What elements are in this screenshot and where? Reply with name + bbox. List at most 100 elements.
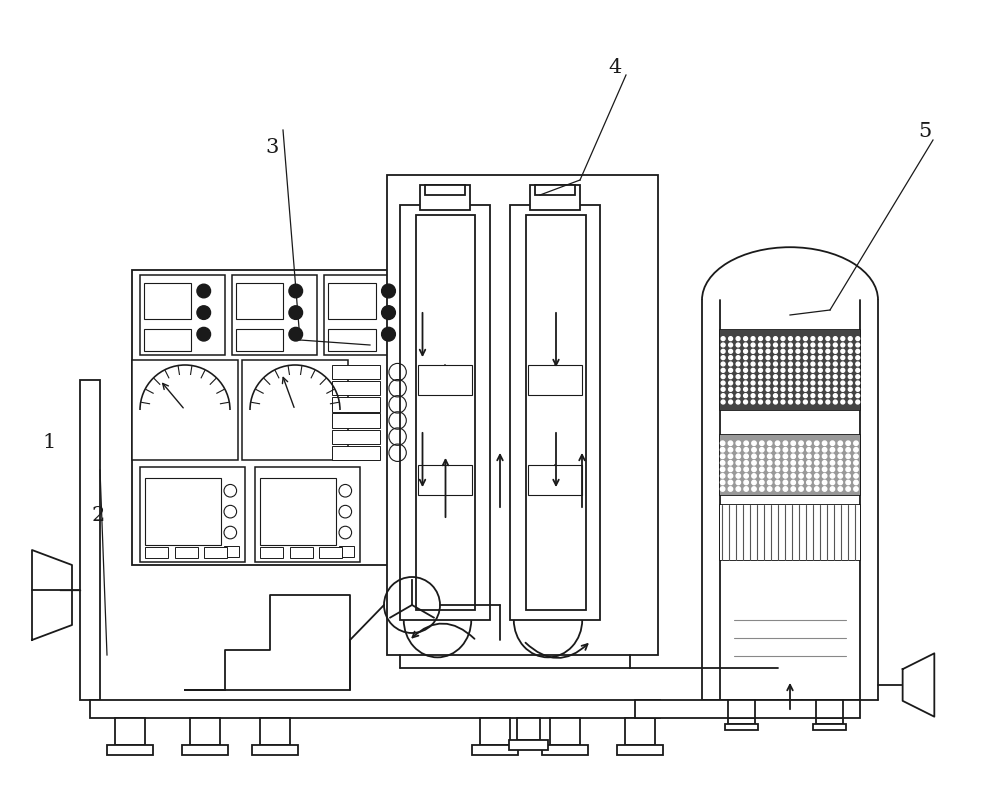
- Bar: [145, 479, 221, 545]
- Circle shape: [767, 454, 772, 458]
- Bar: [728, 700, 755, 718]
- Circle shape: [838, 441, 842, 445]
- Circle shape: [729, 368, 733, 372]
- Circle shape: [799, 467, 803, 471]
- Circle shape: [818, 394, 822, 398]
- Circle shape: [721, 400, 725, 404]
- Text: 1: 1: [42, 433, 55, 452]
- Circle shape: [846, 441, 850, 445]
- Circle shape: [775, 461, 780, 465]
- Circle shape: [848, 349, 852, 353]
- Circle shape: [838, 461, 842, 465]
- Circle shape: [833, 343, 837, 347]
- Circle shape: [848, 343, 852, 347]
- Bar: [332, 413, 380, 428]
- Circle shape: [744, 337, 747, 341]
- Circle shape: [382, 306, 395, 320]
- Bar: [813, 724, 846, 730]
- Circle shape: [774, 368, 777, 372]
- Circle shape: [826, 381, 830, 385]
- Circle shape: [815, 448, 819, 452]
- Circle shape: [811, 337, 815, 341]
- Bar: [252, 745, 298, 755]
- Circle shape: [382, 284, 395, 298]
- Circle shape: [833, 349, 837, 353]
- Circle shape: [720, 441, 725, 445]
- Circle shape: [789, 362, 792, 366]
- Circle shape: [854, 487, 858, 491]
- Bar: [204, 547, 227, 558]
- Circle shape: [197, 328, 211, 341]
- Circle shape: [841, 349, 845, 353]
- Circle shape: [752, 487, 756, 491]
- Circle shape: [781, 368, 785, 372]
- Circle shape: [854, 474, 858, 478]
- Bar: [530, 185, 580, 210]
- Circle shape: [796, 349, 800, 353]
- Circle shape: [751, 394, 755, 398]
- Bar: [332, 365, 380, 379]
- Circle shape: [822, 461, 827, 465]
- Circle shape: [736, 356, 740, 360]
- Circle shape: [751, 374, 755, 378]
- Text: 3: 3: [265, 138, 278, 157]
- Circle shape: [728, 441, 733, 445]
- Circle shape: [774, 349, 777, 353]
- Circle shape: [789, 337, 792, 341]
- Bar: [528, 465, 582, 495]
- Circle shape: [781, 337, 785, 341]
- Circle shape: [766, 400, 770, 404]
- Circle shape: [729, 337, 733, 341]
- Bar: [509, 740, 548, 750]
- Circle shape: [830, 448, 835, 452]
- Circle shape: [815, 480, 819, 485]
- Circle shape: [826, 374, 830, 378]
- Circle shape: [856, 387, 860, 391]
- Circle shape: [744, 349, 747, 353]
- Circle shape: [760, 467, 764, 471]
- Circle shape: [826, 387, 830, 391]
- Circle shape: [720, 467, 725, 471]
- Circle shape: [744, 400, 747, 404]
- Circle shape: [841, 400, 845, 404]
- Bar: [720, 330, 860, 410]
- Circle shape: [752, 461, 756, 465]
- Bar: [720, 435, 860, 495]
- Bar: [400, 205, 490, 620]
- Circle shape: [822, 448, 827, 452]
- Circle shape: [815, 467, 819, 471]
- Bar: [635, 700, 860, 718]
- Circle shape: [811, 343, 815, 347]
- Bar: [526, 215, 586, 610]
- Circle shape: [815, 474, 819, 478]
- Text: 5: 5: [918, 122, 931, 141]
- Circle shape: [744, 480, 748, 485]
- Circle shape: [826, 356, 830, 360]
- Circle shape: [818, 374, 822, 378]
- Circle shape: [767, 461, 772, 465]
- Bar: [816, 700, 843, 718]
- Bar: [190, 718, 220, 745]
- Circle shape: [796, 387, 800, 391]
- Circle shape: [796, 356, 800, 360]
- Circle shape: [760, 487, 764, 491]
- Circle shape: [721, 387, 725, 391]
- Circle shape: [736, 441, 741, 445]
- Circle shape: [766, 356, 770, 360]
- Bar: [80, 380, 100, 700]
- Circle shape: [289, 328, 303, 341]
- Circle shape: [799, 480, 803, 485]
- Circle shape: [781, 349, 785, 353]
- Bar: [175, 547, 198, 558]
- Circle shape: [818, 349, 822, 353]
- Bar: [144, 283, 191, 319]
- Bar: [418, 365, 472, 395]
- Circle shape: [759, 362, 762, 366]
- Circle shape: [721, 343, 725, 347]
- Circle shape: [766, 387, 770, 391]
- Circle shape: [721, 349, 725, 353]
- Circle shape: [818, 337, 822, 341]
- Circle shape: [818, 381, 822, 385]
- Circle shape: [289, 284, 303, 298]
- Circle shape: [807, 454, 811, 458]
